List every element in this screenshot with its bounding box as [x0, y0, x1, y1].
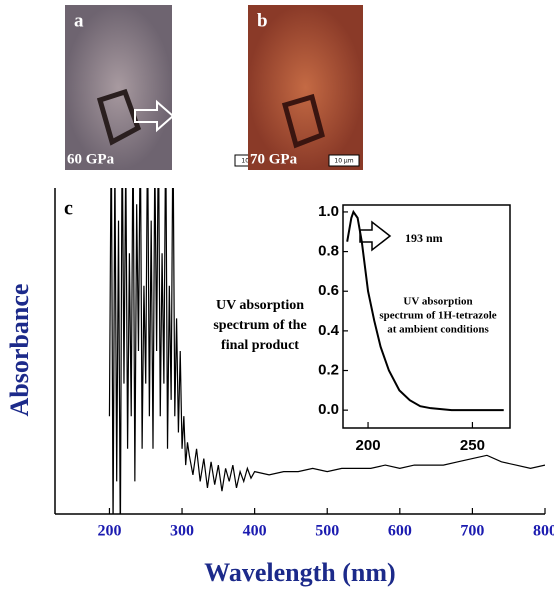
x-tick-label: 200 — [97, 523, 121, 540]
x-tick-label: 200 — [356, 437, 381, 454]
y-tick-label: 0.0 — [318, 401, 339, 418]
annotation: final product — [221, 338, 299, 353]
note: UV absorption — [403, 296, 472, 308]
ruby-outline — [96, 88, 142, 146]
pressure: 70 GPa — [250, 151, 298, 167]
spectrum-line — [108, 188, 545, 514]
annotation: ruby — [178, 104, 218, 125]
pressure: 60 GPa — [67, 151, 115, 167]
ruby-outline — [281, 93, 325, 149]
y-tick-label: 0.6 — [318, 282, 339, 299]
spectrum-line — [346, 209, 504, 412]
scale-bar — [328, 154, 360, 167]
x-tick-label: 800 — [533, 523, 554, 540]
note: at ambient conditions — [387, 324, 489, 336]
x-tick-label: 500 — [315, 523, 339, 540]
y-tick-label: 1.0 — [318, 203, 339, 220]
y-tick-label: 0.8 — [318, 243, 339, 260]
note: spectrum of 1H-tetrazole — [379, 310, 496, 322]
annotation: UV absorption — [216, 298, 304, 313]
y-tick-label: 0.2 — [318, 361, 339, 378]
annotation: spectrum of the — [213, 318, 306, 333]
y-tick-label: 0.4 — [318, 322, 340, 339]
panel-label: a — [74, 10, 84, 31]
x-tick-label: 600 — [388, 523, 412, 540]
arrow — [134, 99, 175, 133]
micrograph-a — [65, 5, 172, 170]
x-tick-label: 250 — [460, 437, 485, 454]
annotation: 193 nm — [405, 231, 443, 245]
scale-bar-label: 10 μm — [334, 158, 353, 165]
panel-label: c — [64, 198, 73, 220]
panel-label: b — [257, 10, 268, 31]
x-axis-label: Wavelength (nm) — [204, 558, 395, 587]
y-axis-label: Absorbance — [5, 284, 34, 417]
x-tick-label: 700 — [460, 523, 484, 540]
x-tick-label: 400 — [243, 523, 267, 540]
x-tick-label: 300 — [170, 523, 194, 540]
